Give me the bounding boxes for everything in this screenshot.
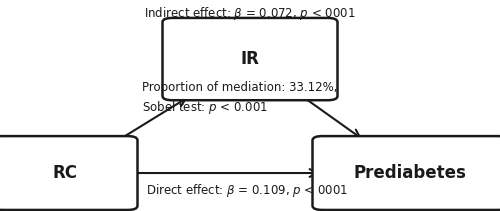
- Text: Indirect effect: $\beta$ = 0.072, $p$ < 0001: Indirect effect: $\beta$ = 0.072, $p$ < …: [144, 5, 356, 22]
- Text: Direct effect: $\beta$ = 0.109, $p$ < 0001: Direct effect: $\beta$ = 0.109, $p$ < 00…: [146, 182, 348, 199]
- Text: IR: IR: [240, 50, 260, 68]
- FancyBboxPatch shape: [0, 136, 138, 210]
- Text: RC: RC: [52, 164, 78, 182]
- FancyBboxPatch shape: [312, 136, 500, 210]
- Text: Prediabetes: Prediabetes: [354, 164, 467, 182]
- Text: Proportion of mediation: 33.12%,
Sobel test: $p$ < 0.001: Proportion of mediation: 33.12%, Sobel t…: [142, 81, 338, 115]
- FancyBboxPatch shape: [162, 18, 338, 100]
